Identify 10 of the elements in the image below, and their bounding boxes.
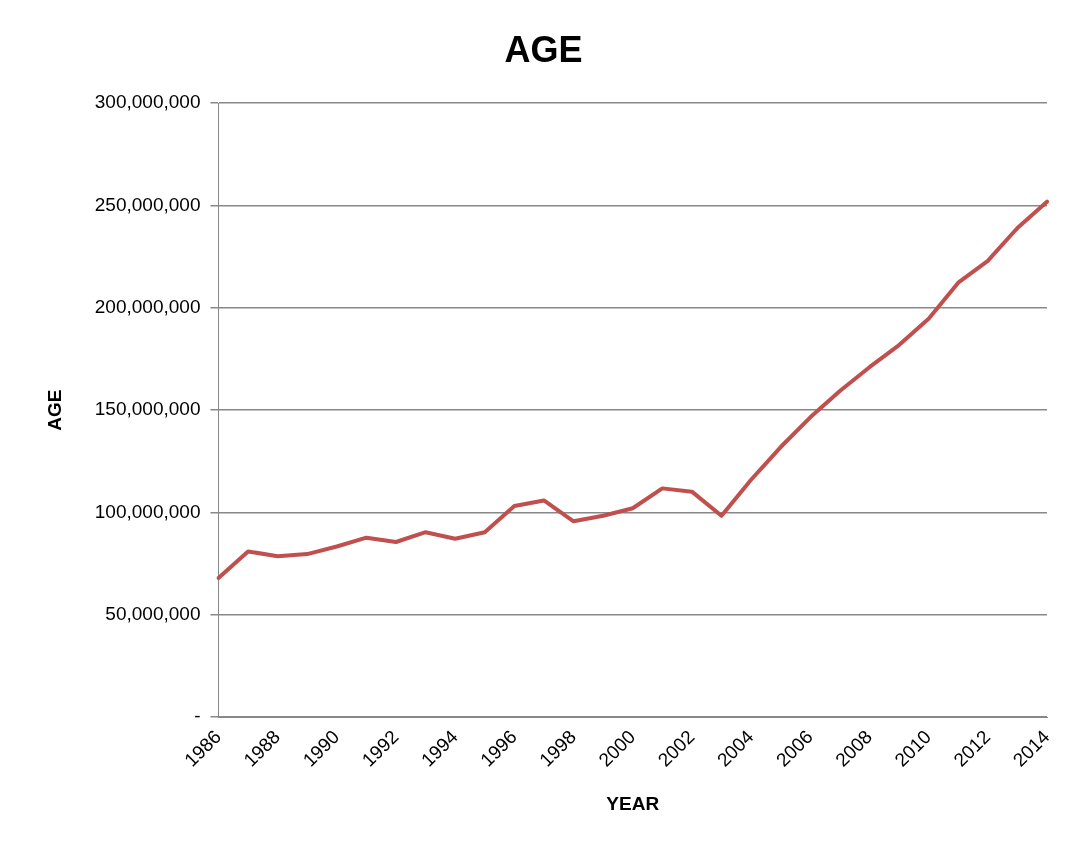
y-tick-label: 200,000,000 xyxy=(94,296,201,318)
y-tick-label: 300,000,000 xyxy=(94,91,201,113)
x-axis-title: YEAR xyxy=(606,792,660,814)
y-tick-label: 250,000,000 xyxy=(94,193,201,215)
y-tick-label: 150,000,000 xyxy=(94,398,201,420)
y-tick-label: 100,000,000 xyxy=(94,500,201,522)
chart-title: AGE xyxy=(504,28,583,70)
y-tick-label: - xyxy=(194,705,201,727)
y-axis-title: AGE xyxy=(43,389,65,431)
y-tick-label: 50,000,000 xyxy=(105,603,201,625)
